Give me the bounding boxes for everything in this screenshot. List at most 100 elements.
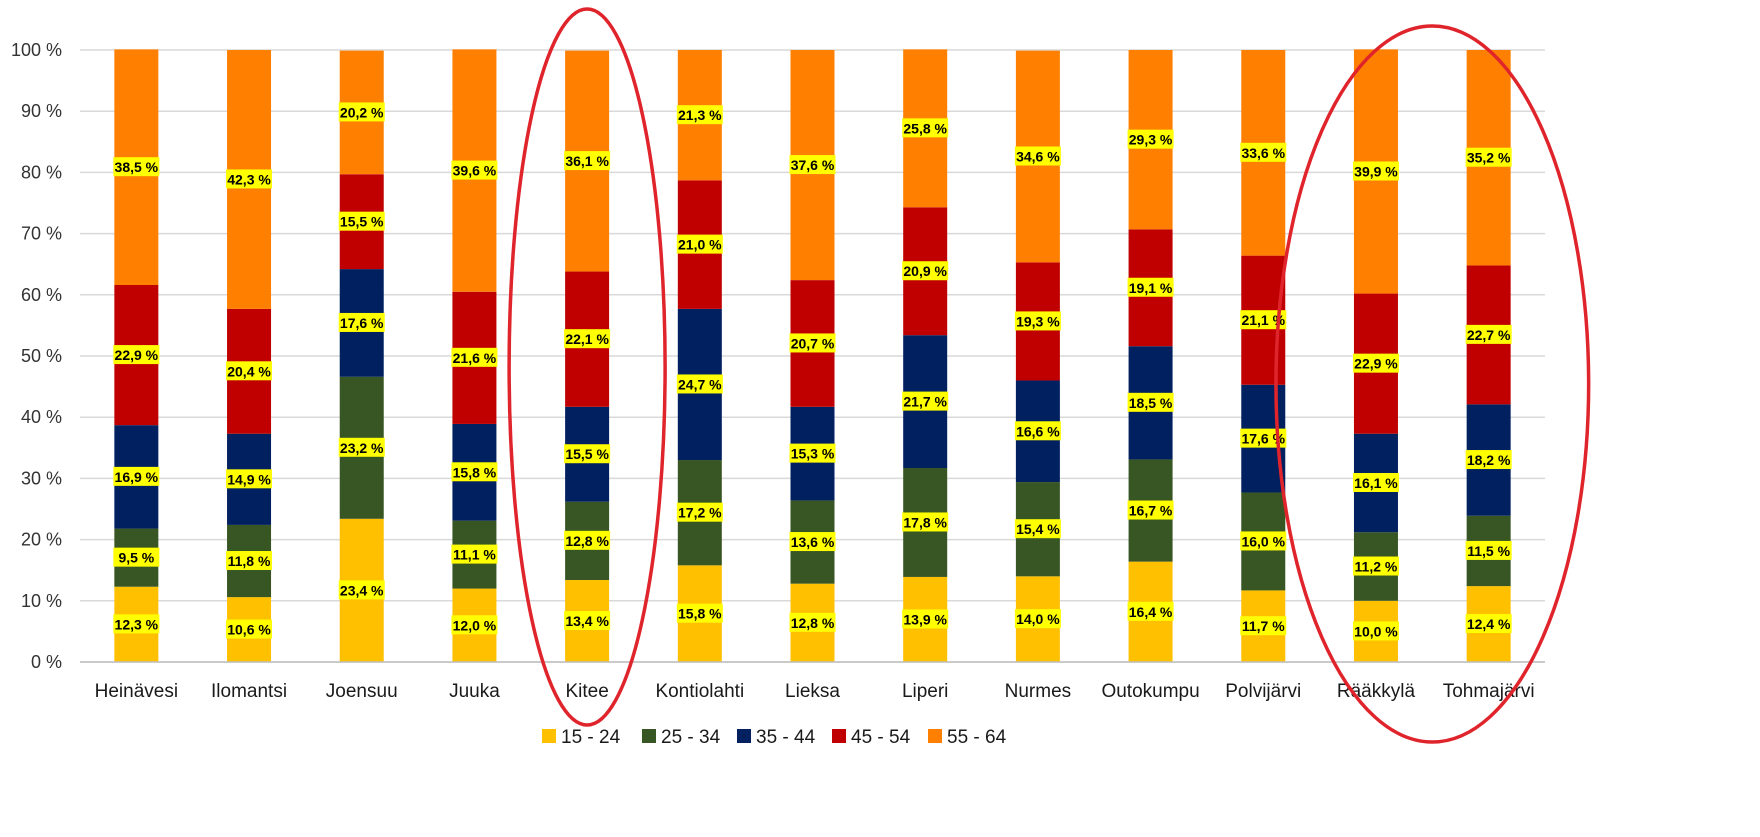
data-label-highlight	[676, 603, 723, 623]
data-label: 38,5 %	[115, 159, 159, 175]
y-tick-label: 30 %	[21, 468, 62, 488]
data-label-highlight	[113, 157, 160, 177]
data-label-highlight	[226, 551, 273, 571]
data-label: 21,7 %	[903, 394, 947, 410]
data-label: 22,9 %	[115, 347, 159, 363]
data-label-highlight	[789, 532, 836, 552]
data-label: 16,0 %	[1241, 533, 1285, 549]
data-label-highlight	[902, 261, 949, 281]
legend-swatch	[542, 729, 556, 743]
data-label: 29,3 %	[1129, 132, 1173, 148]
data-label: 12,8 %	[791, 615, 835, 631]
data-label-highlight	[564, 151, 611, 171]
data-label-highlight	[1240, 531, 1287, 551]
data-label: 17,8 %	[903, 514, 947, 530]
data-label-highlight	[1465, 324, 1512, 344]
x-tick-label: Juuka	[449, 681, 500, 702]
data-label: 16,9 %	[115, 469, 159, 485]
data-label: 22,1 %	[565, 331, 609, 347]
data-label: 13,9 %	[903, 611, 947, 627]
data-label-highlight	[1465, 614, 1512, 634]
data-label: 12,8 %	[565, 533, 609, 549]
data-label: 33,6 %	[1241, 145, 1285, 161]
x-tick-label: Lieksa	[785, 681, 840, 702]
x-tick-label: Joensuu	[326, 681, 398, 702]
data-label-highlight	[451, 615, 498, 635]
data-label-highlight	[1127, 277, 1174, 297]
y-tick-label: 100 %	[11, 40, 62, 60]
data-label-highlight	[676, 502, 723, 522]
data-label-highlight	[338, 211, 385, 231]
data-label-highlight	[1465, 147, 1512, 167]
highlight-ellipse	[1274, 24, 1591, 744]
data-label: 19,3 %	[1016, 313, 1060, 329]
data-label: 18,2 %	[1467, 452, 1511, 468]
data-label-highlight	[338, 437, 385, 457]
data-label-highlight	[902, 609, 949, 629]
data-label: 25,8 %	[903, 120, 947, 136]
data-label-highlight	[113, 547, 160, 567]
data-label-highlight	[451, 462, 498, 482]
data-label: 36,1 %	[565, 153, 609, 169]
x-tick-label: Polvijärvi	[1225, 681, 1301, 702]
data-label: 24,7 %	[678, 376, 722, 392]
y-tick-label: 20 %	[21, 530, 62, 550]
data-label-highlight	[1352, 161, 1399, 181]
legend-swatch	[832, 729, 846, 743]
data-label-highlight	[1240, 310, 1287, 330]
data-label: 39,9 %	[1354, 163, 1398, 179]
data-label: 35,2 %	[1467, 150, 1511, 166]
x-tick-label: Kontiolahti	[655, 681, 744, 702]
data-label-highlight	[113, 345, 160, 365]
data-label: 37,6 %	[791, 157, 835, 173]
data-label-highlight	[113, 466, 160, 486]
data-label-highlight	[676, 105, 723, 125]
data-label: 21,1 %	[1241, 312, 1285, 328]
data-label: 16,6 %	[1016, 423, 1060, 439]
data-label: 12,0 %	[453, 617, 497, 633]
data-label-highlight	[1014, 311, 1061, 331]
data-label-highlight	[676, 234, 723, 254]
data-label-highlight	[1014, 421, 1061, 441]
data-label: 15,3 %	[791, 446, 835, 462]
data-label: 15,8 %	[453, 464, 497, 480]
data-label-highlight	[564, 530, 611, 550]
data-label-highlight	[226, 469, 273, 489]
data-label: 11,7 %	[1242, 618, 1285, 634]
data-label-highlight	[1127, 392, 1174, 412]
data-label-highlight	[1127, 601, 1174, 621]
data-label-highlight	[1465, 540, 1512, 560]
data-label-highlight	[1240, 616, 1287, 636]
data-label: 11,2 %	[1355, 559, 1398, 575]
data-label-highlight	[1352, 353, 1399, 373]
data-label-highlight	[451, 347, 498, 367]
data-label: 17,6 %	[1241, 431, 1285, 447]
legend-swatch	[928, 729, 942, 743]
y-tick-label: 60 %	[21, 285, 62, 305]
x-tick-label: Outokumpu	[1101, 681, 1199, 702]
y-tick-label: 40 %	[21, 407, 62, 427]
data-label: 9,5 %	[118, 550, 154, 566]
data-label: 17,2 %	[678, 505, 722, 521]
x-tick-label: Heinävesi	[95, 681, 178, 702]
legend-label: 55 - 64	[947, 727, 1007, 748]
data-label: 14,0 %	[1016, 611, 1060, 627]
legend-label: 45 - 54	[851, 727, 911, 748]
data-label-highlight	[564, 329, 611, 349]
data-label-highlight	[564, 610, 611, 630]
data-label: 16,4 %	[1129, 604, 1173, 620]
data-label: 15,8 %	[678, 606, 722, 622]
y-tick-label: 50 %	[21, 346, 62, 366]
data-label: 23,4 %	[340, 582, 384, 598]
data-label-highlight	[789, 155, 836, 175]
data-label: 13,4 %	[565, 613, 609, 629]
x-tick-label: Ilomantsi	[211, 681, 287, 702]
data-label: 10,6 %	[227, 622, 271, 638]
data-label-highlight	[1014, 519, 1061, 539]
data-label-highlight	[902, 391, 949, 411]
data-label-highlight	[113, 614, 160, 634]
data-label: 11,8 %	[228, 553, 271, 569]
data-label-highlight	[902, 118, 949, 138]
data-label-highlight	[226, 619, 273, 639]
